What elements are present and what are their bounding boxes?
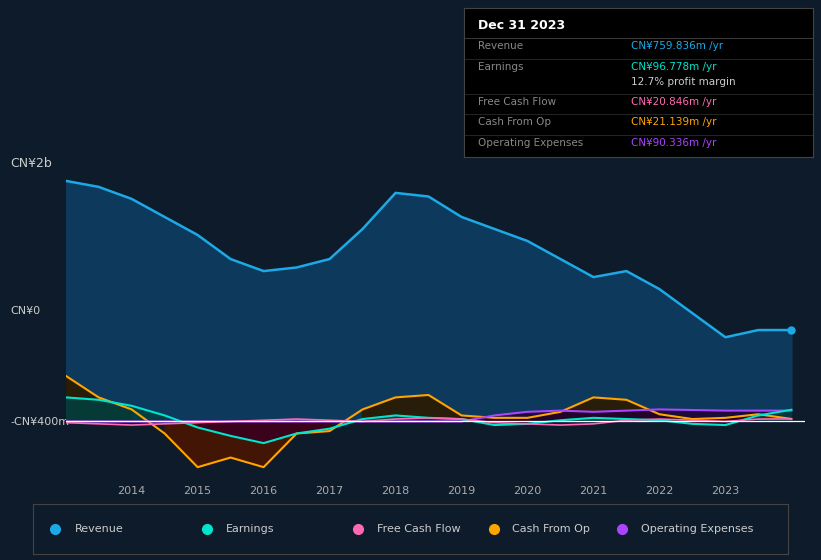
Text: -CN¥400m: -CN¥400m <box>11 417 70 427</box>
Text: 12.7% profit margin: 12.7% profit margin <box>631 77 736 87</box>
Text: Operating Expenses: Operating Expenses <box>641 524 753 534</box>
Text: Earnings: Earnings <box>226 524 274 534</box>
Text: CN¥2b: CN¥2b <box>11 157 52 170</box>
Text: CN¥21.139m /yr: CN¥21.139m /yr <box>631 116 717 127</box>
Text: Cash From Op: Cash From Op <box>478 116 551 127</box>
Text: CN¥759.836m /yr: CN¥759.836m /yr <box>631 41 723 51</box>
Text: Free Cash Flow: Free Cash Flow <box>478 97 556 108</box>
Text: Cash From Op: Cash From Op <box>512 524 590 534</box>
Text: CN¥96.778m /yr: CN¥96.778m /yr <box>631 62 717 72</box>
Text: Free Cash Flow: Free Cash Flow <box>377 524 460 534</box>
Text: Operating Expenses: Operating Expenses <box>478 138 583 147</box>
Text: Dec 31 2023: Dec 31 2023 <box>478 19 565 32</box>
Text: Revenue: Revenue <box>478 41 523 51</box>
Text: CN¥90.336m /yr: CN¥90.336m /yr <box>631 138 717 147</box>
Text: CN¥0: CN¥0 <box>11 306 40 316</box>
Text: Revenue: Revenue <box>75 524 123 534</box>
Text: Earnings: Earnings <box>478 62 523 72</box>
Text: CN¥20.846m /yr: CN¥20.846m /yr <box>631 97 717 108</box>
